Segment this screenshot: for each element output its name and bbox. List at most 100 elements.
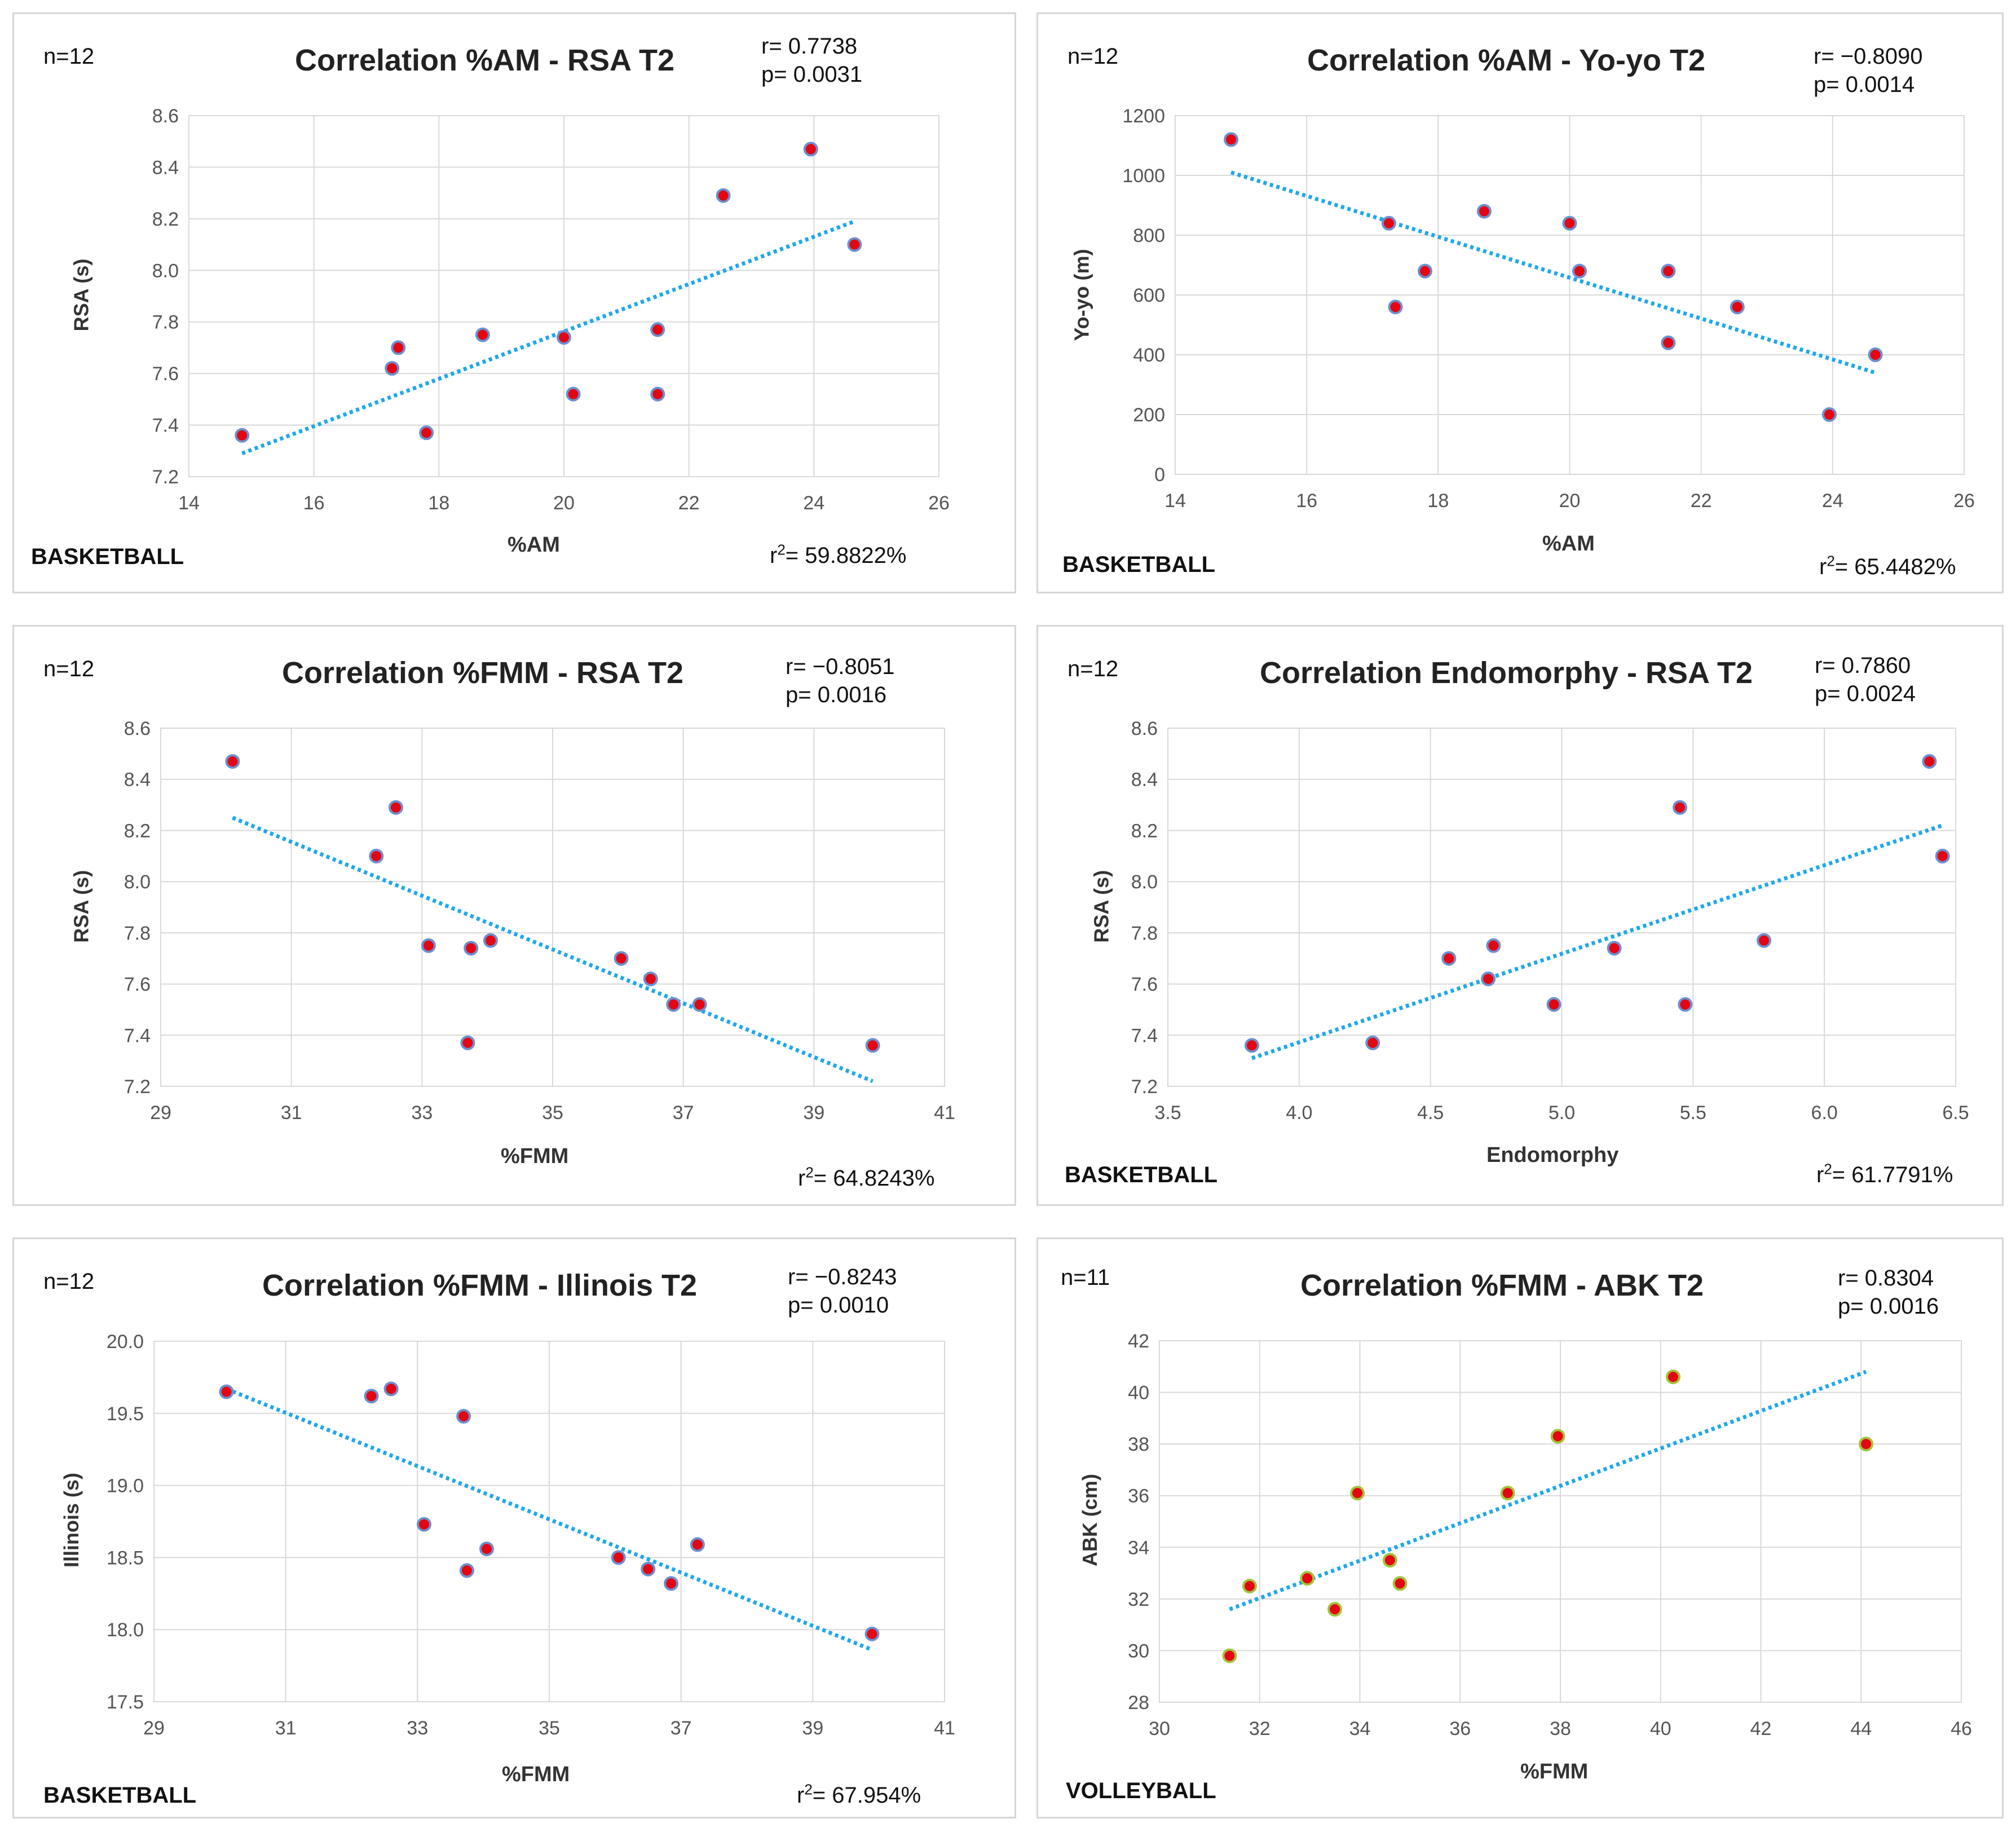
x-tick-label: 26 (928, 492, 950, 514)
data-point (643, 971, 658, 987)
y-tick-label: 32 (1128, 1589, 1149, 1610)
x-axis-label: %FMM (502, 1763, 570, 1786)
x-tick-label: 44 (1850, 1718, 1872, 1739)
x-tick-label: 41 (934, 1718, 955, 1739)
data-point (369, 848, 384, 864)
data-point (1678, 997, 1693, 1012)
data-point (1607, 941, 1622, 956)
y-tick-label: 8.4 (1131, 769, 1158, 791)
r2-label: r2= 61.7791% (1816, 1160, 1953, 1187)
data-point (566, 386, 581, 402)
x-tick-label: 22 (1691, 490, 1712, 512)
x-tick-label: 37 (670, 1718, 692, 1739)
x-axis-label: %AM (508, 533, 560, 557)
data-point (1665, 1369, 1680, 1385)
x-tick-label: 29 (143, 1718, 165, 1739)
data-point (459, 1563, 474, 1578)
x-axis-label: Endomorphy (1486, 1143, 1619, 1167)
r2-prefix: r (770, 543, 778, 568)
y-tick-label: 34 (1128, 1537, 1149, 1558)
data-point (1382, 1553, 1397, 1568)
r-value: r= 0.7860 (1815, 653, 1911, 678)
y-axis-label: RSA (s) (69, 258, 93, 332)
data-point (1245, 1038, 1260, 1053)
data-point (847, 237, 862, 252)
data-point (1392, 1576, 1408, 1591)
data-point (1822, 407, 1837, 422)
data-point (1500, 1486, 1515, 1501)
sport-label: BASKETBALL (1065, 1162, 1218, 1187)
r2-prefix: r (1819, 554, 1827, 579)
r2-label: r2= 67.954% (797, 1781, 921, 1808)
chart-svg: 29 31 33 35 37 39 41 7.2 7.4 7.6 7.8 8.0 8.2 8.4 8.6 (124, 718, 955, 1124)
x-tick-label: 16 (1296, 490, 1317, 512)
y-tick-label: 7.8 (124, 923, 151, 944)
x-tick-label: 31 (275, 1718, 297, 1739)
y-tick-label: 1200 (1122, 105, 1165, 127)
r2-value: = 65.4482% (1834, 554, 1956, 579)
data-point (1327, 1602, 1343, 1617)
data-point (1350, 1486, 1365, 1501)
y-tick-label: 7.4 (124, 1025, 151, 1046)
data-point (389, 800, 403, 815)
y-tick-label: 28 (1128, 1692, 1149, 1714)
y-axis-label: Yo-yo (m) (1070, 249, 1093, 341)
sport-label: BASKETBALL (31, 544, 184, 569)
data-point (479, 1542, 495, 1557)
data-point (641, 1561, 656, 1576)
y-tick-label: 8.0 (152, 260, 179, 281)
p-value: p= 0.0010 (788, 1293, 889, 1318)
stat-block: r= −0.8090 p= 0.0014 (1814, 42, 1923, 99)
x-axis-label: %FMM (501, 1144, 569, 1168)
p-value: p= 0.0016 (786, 682, 887, 707)
r2-value: = 59.8822% (785, 543, 907, 568)
data-point (1661, 263, 1676, 279)
r-value: r= −0.8243 (788, 1265, 897, 1289)
y-axis-label: RSA (s) (1089, 870, 1113, 943)
p-value: p= 0.0016 (1838, 1294, 1939, 1319)
trend-line (1251, 823, 1943, 1060)
data-point (1757, 933, 1772, 948)
y-tick-label: 18.0 (107, 1619, 144, 1641)
y-tick-label: 8.4 (152, 157, 179, 178)
data-point (650, 386, 665, 402)
y-tick-label: 38 (1128, 1434, 1149, 1455)
trend-line (232, 816, 874, 1084)
chart-panel-fmm-illinois: 29 31 33 35 37 39 41 17.5 18.0 18.5 19.0 19.5 20.0 n… (12, 1238, 1016, 1818)
x-tick-label: 4.5 (1417, 1102, 1444, 1124)
data-point (383, 1381, 399, 1397)
y-tick-label: 7.2 (124, 1076, 151, 1098)
chart-svg: 14 16 18 20 22 24 26 7.2 7.4 7.6 7.8 8.0 8.2 8.4 8.6 (152, 105, 950, 514)
data-point (235, 428, 250, 443)
x-tick-label: 14 (1164, 490, 1186, 512)
data-point (417, 1517, 432, 1532)
stat-block: r= −0.8051 p= 0.0016 (786, 653, 895, 709)
data-point (690, 1537, 705, 1552)
x-tick-label: 42 (1750, 1718, 1772, 1739)
data-point (557, 330, 571, 345)
y-tick-label: 7.2 (152, 466, 179, 488)
y-tick-label: 19.0 (107, 1476, 144, 1497)
r2-prefix: r (1816, 1162, 1824, 1187)
data-point (1550, 1429, 1565, 1444)
r-value: r= 0.7738 (761, 34, 858, 59)
data-point (460, 1035, 475, 1050)
y-axis-label: ABK (cm) (1078, 1473, 1102, 1567)
x-tick-label: 16 (303, 492, 325, 514)
data-point (664, 1576, 679, 1591)
x-tick-label: 18 (1427, 490, 1449, 512)
r2-prefix: r (798, 1166, 806, 1191)
chart-svg: 14 16 18 20 22 24 26 0 200 400 600 800 1000 1200 (1122, 105, 1975, 512)
r-value: r= 0.8304 (1838, 1266, 1934, 1291)
data-point (421, 938, 436, 953)
x-tick-label: 39 (802, 1718, 823, 1739)
x-tick-label: 31 (281, 1102, 302, 1124)
data-point (1546, 997, 1561, 1012)
chart-title: Correlation %FMM - ABK T2 (1300, 1269, 1704, 1302)
data-point (865, 1038, 880, 1053)
y-tick-label: 7.6 (124, 974, 151, 996)
x-tick-label: 29 (150, 1102, 171, 1124)
x-tick-label: 30 (1149, 1718, 1170, 1739)
y-tick-label: 42 (1128, 1331, 1149, 1352)
